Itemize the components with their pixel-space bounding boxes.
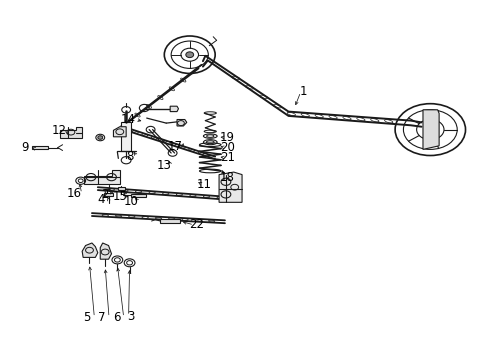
Text: 18: 18	[220, 171, 234, 184]
Text: 17: 17	[167, 140, 182, 153]
Text: 8: 8	[125, 150, 133, 163]
Text: 6: 6	[112, 311, 120, 324]
Text: 16: 16	[67, 187, 81, 200]
Polygon shape	[113, 127, 126, 137]
Polygon shape	[170, 106, 178, 112]
Polygon shape	[100, 243, 111, 259]
Polygon shape	[82, 243, 98, 257]
Text: 20: 20	[220, 141, 234, 154]
Polygon shape	[103, 193, 113, 196]
Text: 22: 22	[189, 219, 203, 231]
Text: 14: 14	[121, 113, 135, 126]
Text: 9: 9	[21, 141, 29, 154]
Polygon shape	[32, 146, 48, 149]
Polygon shape	[131, 194, 145, 197]
Text: 1: 1	[299, 85, 306, 98]
Polygon shape	[121, 122, 131, 151]
Text: 13: 13	[156, 159, 171, 172]
Polygon shape	[84, 170, 120, 184]
Polygon shape	[422, 110, 438, 149]
Circle shape	[98, 136, 102, 139]
Polygon shape	[60, 127, 82, 138]
Text: 19: 19	[220, 131, 234, 144]
Polygon shape	[219, 172, 242, 202]
Polygon shape	[160, 219, 180, 223]
Text: 7: 7	[98, 311, 105, 324]
Circle shape	[424, 125, 435, 134]
Text: 2: 2	[101, 188, 109, 201]
Text: 4: 4	[97, 193, 105, 206]
Text: 15: 15	[112, 190, 127, 203]
Text: 5: 5	[83, 311, 91, 324]
Polygon shape	[118, 187, 124, 190]
Polygon shape	[177, 120, 186, 126]
Text: 11: 11	[197, 178, 211, 191]
Text: 10: 10	[123, 195, 138, 208]
Text: 12: 12	[52, 124, 67, 137]
Text: 3: 3	[127, 310, 135, 323]
Text: 21: 21	[220, 151, 234, 164]
Circle shape	[185, 52, 193, 58]
